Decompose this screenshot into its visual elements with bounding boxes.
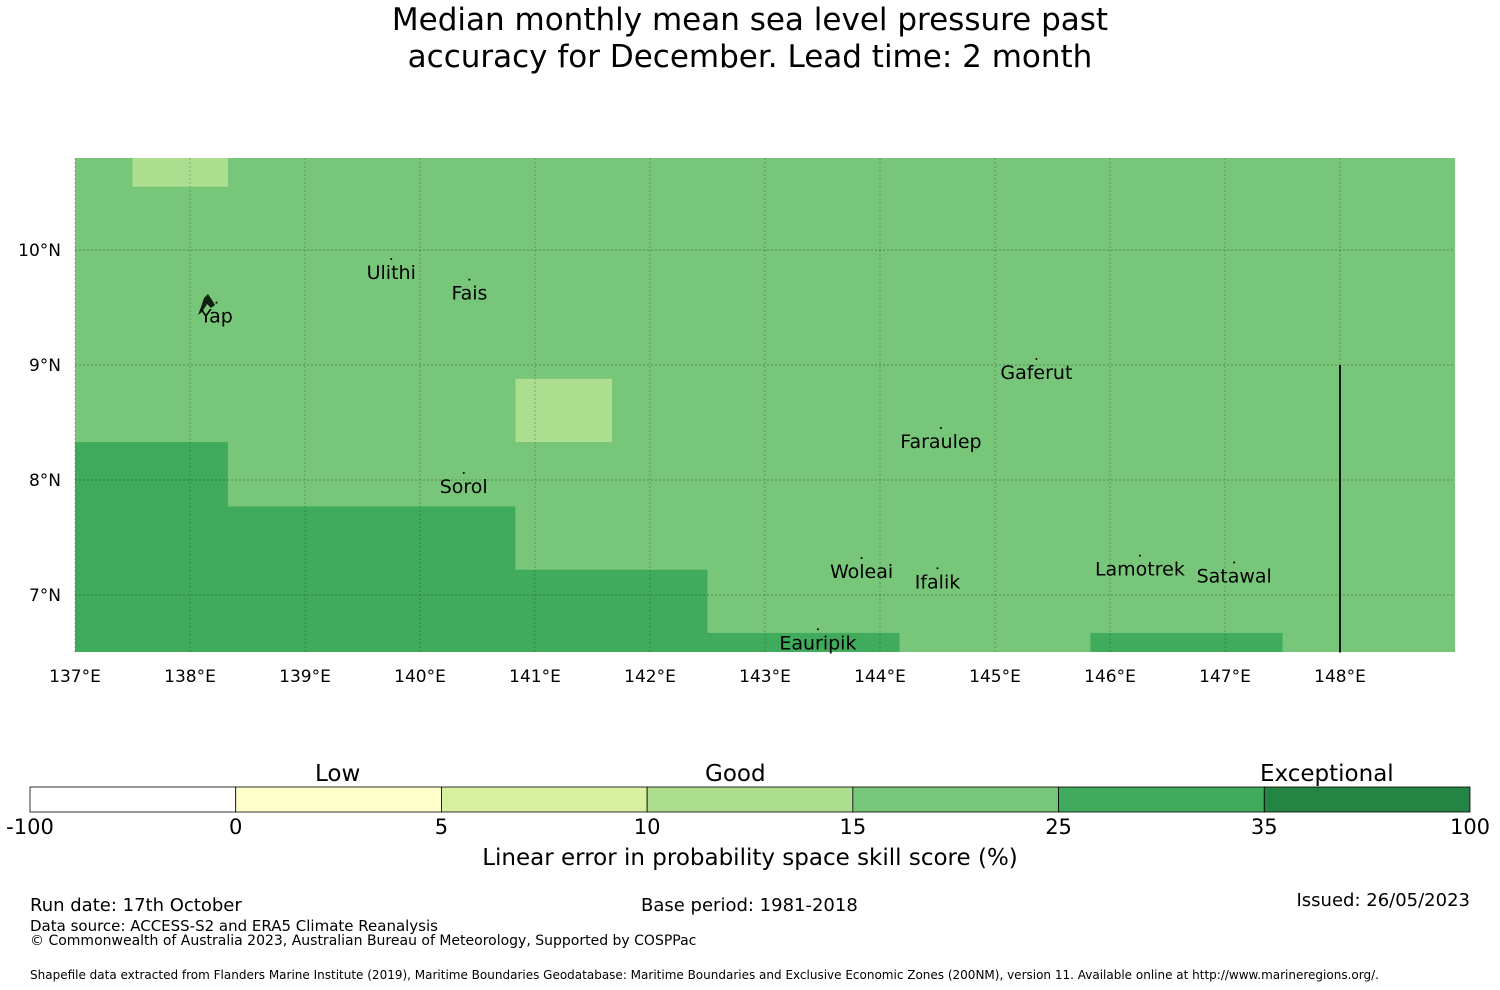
lon-tick-label: 147°E — [1199, 667, 1251, 687]
place-label-eauripik: Eauripik — [779, 632, 856, 654]
lon-tick-label: 146°E — [1084, 667, 1136, 687]
colorbar-tick-label: 25 — [1045, 815, 1072, 839]
island-dot — [936, 567, 939, 570]
skill-region-3 — [227, 506, 516, 652]
shapefile-credit: Shapefile data extracted from Flanders M… — [30, 968, 1379, 982]
yap-island-shape — [198, 294, 215, 315]
lon-tick-label: 139°E — [279, 667, 331, 687]
data-source: Data source: ACCESS-S2 and ERA5 Climate … — [30, 917, 438, 935]
colorbar-bin-5 — [1058, 786, 1265, 813]
island-dot — [1233, 561, 1236, 564]
lon-tick-label: 144°E — [854, 667, 906, 687]
island-dot — [215, 301, 218, 304]
colorbar-bin-6 — [1263, 786, 1471, 813]
colorbar-title: Linear error in probability space skill … — [482, 845, 1018, 871]
colorbar-tick-label: 35 — [1250, 815, 1278, 839]
lat-tick-label: 8°N — [29, 471, 61, 491]
lon-tick-label: 142°E — [624, 667, 676, 687]
island-dot — [468, 278, 471, 281]
title-line-1: Median monthly mean sea level pressure p… — [391, 2, 1109, 38]
colorbar-category-low: Low — [315, 761, 361, 787]
colorbar-bin-4 — [852, 786, 1059, 813]
place-label-lamotrek: Lamotrek — [1095, 559, 1185, 581]
colorbar-bin-3 — [646, 786, 854, 813]
skill-region-5 — [707, 632, 900, 652]
run-date: Run date: 17th October — [30, 895, 242, 916]
colorbar-tick-label: 100 — [1449, 815, 1491, 839]
place-label-gaferut: Gaferut — [1000, 362, 1072, 384]
island-dot — [860, 556, 863, 559]
colorbar-tick-label: 0 — [229, 815, 243, 839]
place-label-satawal: Satawal — [1197, 566, 1272, 588]
colorbar-bin-1 — [235, 786, 442, 813]
colorbar-bin-0 — [29, 786, 237, 813]
skill-region-1 — [515, 378, 613, 443]
lon-tick-label: 138°E — [164, 667, 216, 687]
island-dot — [390, 257, 393, 260]
map-plot-area: Ulithi Fais Yap Gaferut Faraulep Sorol Woleai I… — [18, 158, 1455, 687]
lon-tick-label: 140°E — [394, 667, 446, 687]
place-label-faraulep: Faraulep — [900, 431, 981, 453]
lon-tick-label: 141°E — [509, 667, 561, 687]
lon-tick-label: 145°E — [969, 667, 1021, 687]
colorbar-bin-2 — [441, 786, 648, 813]
place-label-ifalik: Ifalik — [915, 571, 961, 593]
island-dot — [816, 628, 819, 631]
place-label-yap: Yap — [199, 306, 233, 328]
issued-date: Issued: 26/05/2023 — [1296, 890, 1470, 911]
place-label-ulithi: Ulithi — [367, 262, 416, 284]
lat-tick-label: 9°N — [29, 356, 61, 376]
chart-title: Median monthly mean sea level pressure p… — [0, 2, 1500, 76]
place-label-woleai: Woleai — [830, 561, 893, 583]
place-label-fais: Fais — [451, 283, 487, 305]
colorbar-category-good: Good — [705, 761, 766, 787]
skill-region-0 — [132, 158, 228, 187]
island-dot — [1138, 554, 1141, 557]
copyright: © Commonwealth of Australia 2023, Austra… — [30, 933, 697, 949]
island-dot — [1035, 358, 1038, 360]
lon-tick-label: 137°E — [49, 667, 101, 687]
island-dot — [939, 427, 942, 429]
skill-region-2 — [75, 442, 228, 652]
base-period: Base period: 1981-2018 — [641, 895, 858, 916]
lat-tick-label: 7°N — [29, 586, 61, 606]
place-label-sorol: Sorol — [440, 476, 488, 498]
colorbar-tick-label: 5 — [434, 815, 449, 839]
skill-region-4 — [515, 569, 708, 652]
colorbar-category-exceptional: Exceptional — [1260, 761, 1394, 787]
title-line-2: accuracy for December. Lead time: 2 mont… — [407, 39, 1093, 75]
colorbar-tick-label: -100 — [6, 815, 54, 839]
colorbar — [29, 786, 1471, 813]
island-dot — [462, 471, 465, 474]
colorbar-tick-label: 15 — [839, 815, 867, 839]
colorbar-tick-label: 10 — [633, 815, 661, 839]
lon-tick-label: 148°E — [1314, 667, 1366, 687]
lat-tick-label: 10°N — [18, 241, 61, 261]
skill-region-6 — [1090, 632, 1283, 652]
lon-tick-label: 143°E — [739, 667, 791, 687]
